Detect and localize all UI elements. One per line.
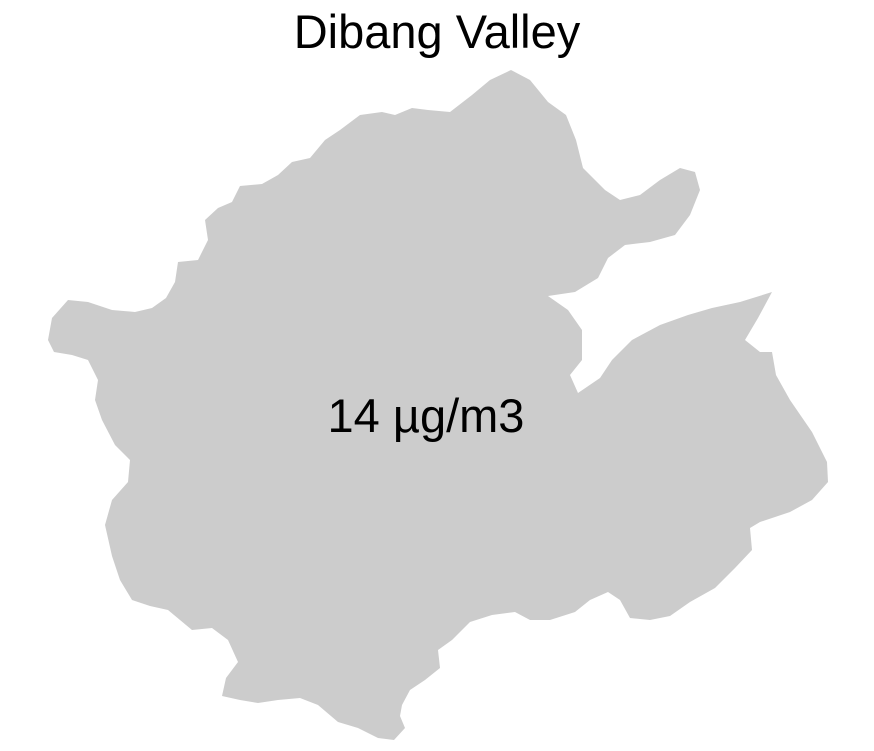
map-title: Dibang Valley xyxy=(293,5,581,58)
region-value-label: 14 µg/m3 xyxy=(327,389,525,442)
district-shape xyxy=(48,70,828,740)
